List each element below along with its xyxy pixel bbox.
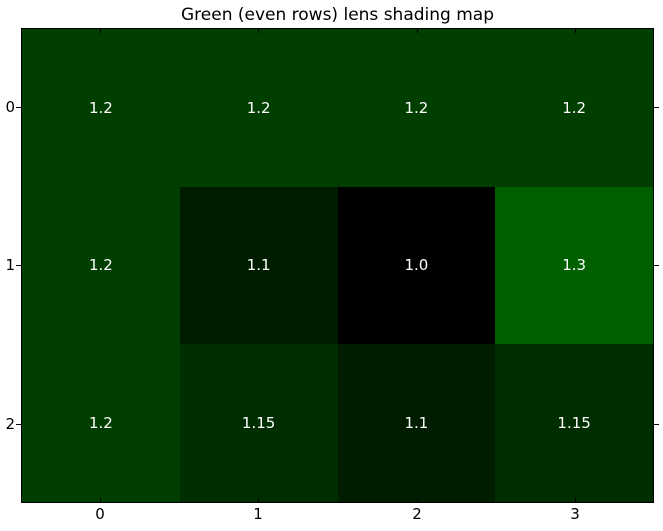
heatmap-cell: 1.2 [179,29,338,187]
heatmap-cell: 1.3 [495,186,653,345]
cell-value-label: 1.1 [246,256,271,275]
x-tick-mark [100,29,101,33]
x-tick-label: 2 [412,505,422,523]
y-tick-mark [16,424,21,425]
cell-value-label: 1.2 [404,98,429,117]
cell-value-label: 1.2 [88,256,113,275]
y-tick-mark [16,107,21,108]
heatmap-cell: 1.0 [337,186,496,345]
x-tick-mark [417,498,418,502]
heatmap-cell: 1.2 [495,29,653,187]
cell-value-label: 1.2 [246,98,271,117]
x-tick-mark [258,498,259,502]
cell-value-label: 1.15 [557,414,591,433]
x-tick-mark [575,29,576,33]
chart-title: Green (even rows) lens shading map [180,5,494,25]
x-tick-mark [258,29,259,33]
heatmap-cell: 1.2 [337,29,496,187]
y-tick-label: 0 [5,98,15,116]
y-tick-mark [654,265,659,266]
x-tick-mark [100,498,101,502]
x-tick-label: 1 [253,505,263,523]
heatmap-cell: 1.15 [495,344,653,502]
y-tick-label: 1 [5,256,15,274]
cell-value-label: 1.2 [88,414,113,433]
y-tick-mark [654,424,659,425]
x-tick-label: 0 [95,505,105,523]
heatmap-cell: 1.1 [337,344,496,502]
heatmap-grid: 1.2 1.2 1.2 1.2 1.2 1.1 1.0 1.3 1.2 1.15… [22,29,653,502]
cell-value-label: 1.2 [88,98,113,117]
cell-value-label: 1.15 [241,414,276,433]
heatmap-cell: 1.1 [179,186,338,345]
y-tick-mark [654,107,659,108]
heatmap-cell: 1.2 [22,344,180,502]
y-tick-label: 2 [5,415,15,433]
x-tick-label: 3 [570,505,580,523]
cell-value-label: 1.1 [404,414,429,433]
cell-value-label: 1.2 [562,98,587,117]
heatmap-cell: 1.2 [22,186,180,345]
x-tick-mark [417,29,418,33]
x-tick-mark [575,498,576,502]
plot-area: 1.2 1.2 1.2 1.2 1.2 1.1 1.0 1.3 1.2 1.15… [21,28,654,503]
cell-value-label: 1.0 [404,256,429,275]
heatmap-cell: 1.15 [179,344,338,502]
y-tick-mark [16,265,21,266]
heatmap-cell: 1.2 [22,29,180,187]
cell-value-label: 1.3 [562,256,587,275]
